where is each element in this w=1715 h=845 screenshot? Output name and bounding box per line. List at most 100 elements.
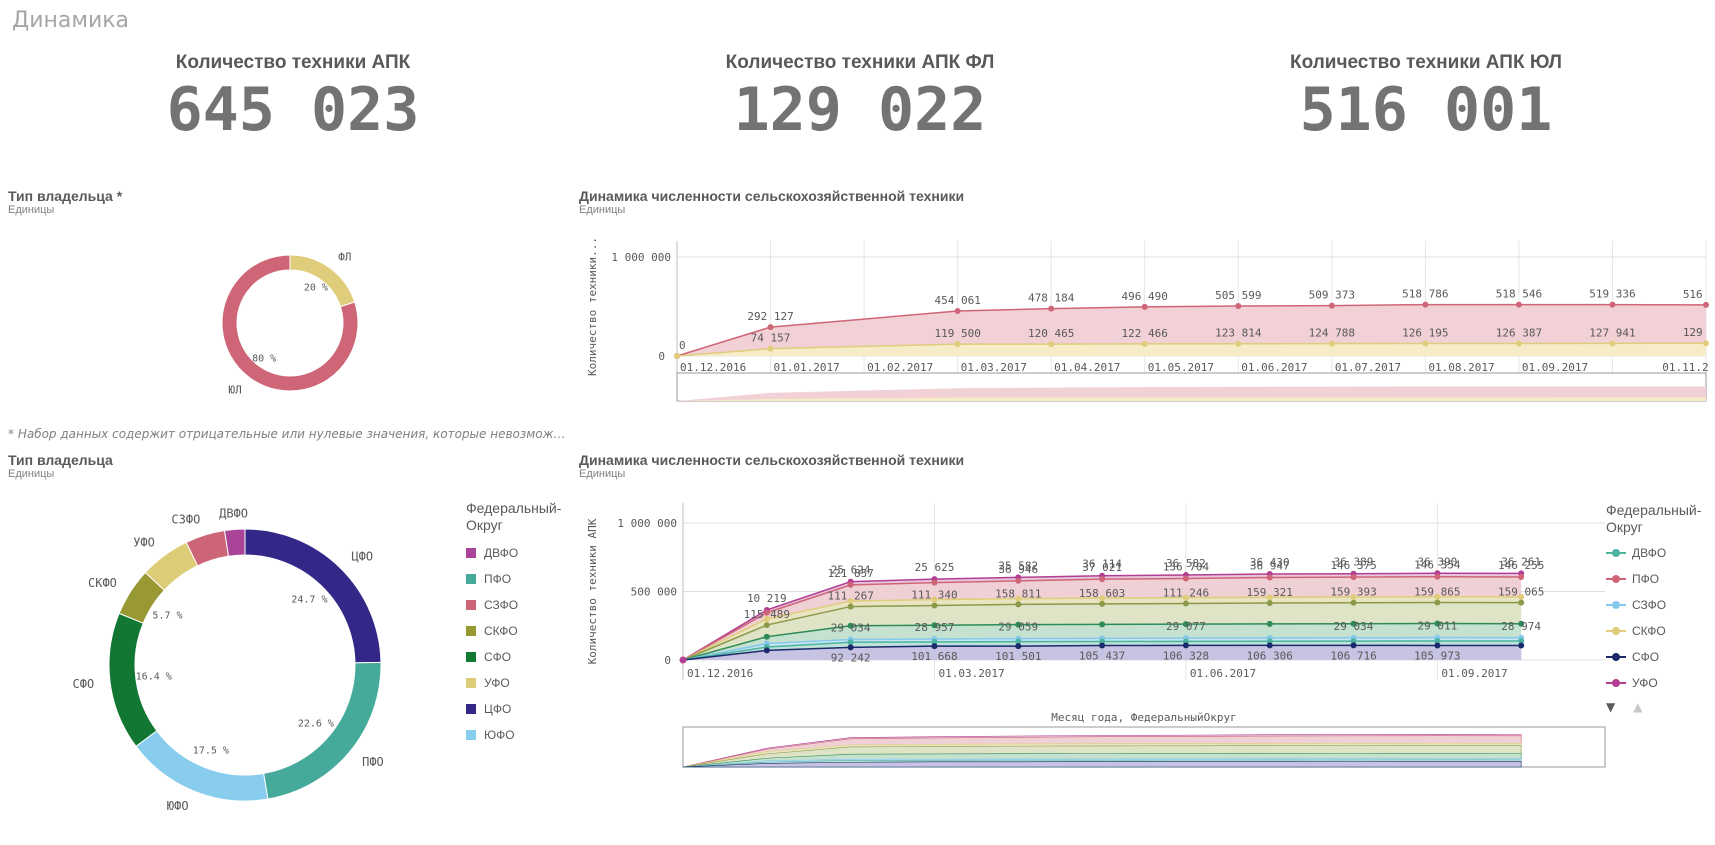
- legend-item[interactable]: СКФО: [1606, 618, 1701, 644]
- okrug-donut-chart[interactable]: ЦФО 24.7 % ПФО 22.6 % ЮФО 17.5 % СФО 16.4 % СКФО…: [50, 495, 450, 835]
- data-label: 0: [679, 339, 686, 352]
- data-label: 123 814: [1215, 327, 1262, 340]
- series-area: [683, 576, 1522, 660]
- data-label: 111 340: [911, 588, 957, 601]
- kpi-yul[interactable]: Количество техники АПК ЮЛ 516 001: [1226, 52, 1626, 142]
- okrug-panel-header: Тип владельца Единицы: [8, 452, 113, 480]
- legend-item[interactable]: ПФО: [466, 566, 561, 592]
- legend-swatch: [466, 600, 476, 610]
- x-tick-label: 01.06.2017: [1190, 667, 1256, 680]
- legend-item[interactable]: СФО: [1606, 644, 1701, 670]
- legend-item[interactable]: СЗФО: [1606, 592, 1701, 618]
- x-tick-label: 01.11.2017: [1662, 361, 1709, 374]
- legend-item[interactable]: ДВФО: [1606, 540, 1701, 566]
- legend-item[interactable]: ПФО: [1606, 566, 1701, 592]
- data-label: 28 957: [915, 621, 955, 634]
- legend-item[interactable]: СФО: [466, 644, 561, 670]
- legend-swatch: [1606, 678, 1626, 688]
- data-point: [847, 581, 854, 588]
- data-point: [1422, 301, 1429, 308]
- dataset-note: * Набор данных содержит отрицательные ил…: [8, 427, 568, 441]
- dyn2-chart[interactable]: 1 000 000 500 000 0 Количество техники АПК 0…: [579, 495, 1609, 843]
- kpi-total[interactable]: Количество техники АПК 645 023: [93, 52, 493, 142]
- data-point: [767, 324, 774, 331]
- slice-percent: 20 %: [304, 282, 328, 293]
- legend-item[interactable]: ЮФО: [466, 722, 561, 748]
- data-point: [1328, 302, 1335, 309]
- data-point: [1434, 642, 1441, 649]
- series-area-fl: [677, 343, 1706, 356]
- data-label: 124 788: [1309, 327, 1355, 340]
- owner-donut-chart[interactable]: ФЛ 20 % ЮЛ 80 %: [180, 240, 400, 415]
- data-label: 28 974: [1501, 620, 1541, 633]
- data-point: [763, 633, 770, 640]
- data-point: [1015, 638, 1022, 645]
- data-point: [1048, 341, 1055, 348]
- data-label: 146 375: [1330, 559, 1376, 572]
- legend-item[interactable]: УФО: [466, 670, 561, 696]
- data-point: [1518, 599, 1525, 606]
- legend-label: СЗФО: [484, 598, 519, 612]
- dyn2-legend-title-line1: Федеральный-: [1606, 502, 1702, 518]
- legend-item[interactable]: УФО: [1606, 670, 1701, 696]
- data-label: 115 489: [744, 608, 790, 621]
- legend-swatch: [466, 730, 476, 740]
- data-label: 29 059: [998, 621, 1038, 634]
- dyn1-chart[interactable]: 1 000 000 0 Количество техники... 01.12.201…: [579, 225, 1709, 445]
- legend-label: ДВФО: [1632, 546, 1667, 560]
- legend-label: СФО: [484, 650, 512, 664]
- x-axis-label: Месяц года, ФедеральныйОкруг: [1051, 711, 1236, 724]
- series-area: [683, 640, 1522, 660]
- slice-label: УФО: [133, 536, 155, 550]
- data-label: 292 127: [747, 310, 793, 323]
- data-point: [1518, 642, 1525, 649]
- data-point: [931, 579, 938, 586]
- data-point: [763, 615, 770, 622]
- data-label: 122 466: [1122, 327, 1168, 340]
- data-label: 518 786: [1402, 288, 1448, 301]
- x-tick-label: 01.03.2017: [938, 667, 1004, 680]
- legend-label: УФО: [484, 676, 510, 690]
- y-tick-label: 500 000: [631, 586, 677, 599]
- data-label: 111 267: [827, 590, 873, 603]
- kpi-fl[interactable]: Количество техники АПК ФЛ 129 022: [660, 52, 1060, 142]
- data-point: [1328, 340, 1335, 347]
- slice-percent: 17.5 %: [193, 745, 229, 756]
- x-tick-label: 01.02.2017: [867, 361, 933, 374]
- data-label: 119 500: [934, 327, 980, 340]
- legend-item[interactable]: ДВФО: [466, 540, 561, 566]
- slice-percent: 16.4 %: [136, 672, 172, 683]
- navigator-area: [677, 397, 1706, 401]
- x-tick-label: 01.08.2017: [1428, 361, 1494, 374]
- nav-down-icon[interactable]: ▼: [1606, 700, 1616, 714]
- kpi-fl-label: Количество техники АПК ФЛ: [725, 52, 995, 73]
- slice-percent: 80 %: [252, 354, 276, 365]
- kpi-total-label: Количество техники АПК: [175, 52, 411, 73]
- data-point: [1099, 642, 1106, 649]
- legend-label: ПФО: [484, 572, 512, 586]
- okrug-panel-title: Тип владельца: [8, 452, 113, 468]
- legend-swatch: [1606, 574, 1626, 584]
- data-point: [1099, 600, 1106, 607]
- legend-item[interactable]: СЗФО: [466, 592, 561, 618]
- data-point: [1015, 577, 1022, 584]
- okrug-legend[interactable]: Федеральный- Округ ДВФО ПФО СЗФО СКФО СФО УФО…: [466, 500, 561, 748]
- data-point: [1518, 620, 1525, 627]
- nav-up-icon[interactable]: ▲: [1633, 700, 1643, 714]
- legend-label: ДВФО: [484, 546, 519, 560]
- dyn2-legend[interactable]: Федеральный- Округ ДВФО ПФО СЗФО СКФО СФО УФО…: [1606, 502, 1701, 714]
- legend-label: УФО: [1632, 676, 1658, 690]
- x-tick-label: 01.06.2017: [1241, 361, 1307, 374]
- legend-item[interactable]: СКФО: [466, 618, 561, 644]
- owner-panel-header: Тип владельца * Единицы: [8, 188, 122, 216]
- data-label: 36 947: [1250, 560, 1290, 573]
- data-label: 92 242: [831, 651, 871, 664]
- data-point: [1182, 575, 1189, 582]
- x-tick-label: 01.12.2016: [687, 667, 753, 680]
- dyn1-panel-header: Динамика численности сельскохозяйственно…: [579, 188, 964, 216]
- data-point: [931, 622, 938, 629]
- data-point: [1015, 643, 1022, 650]
- legend-item[interactable]: ЦФО: [466, 696, 561, 722]
- data-point: [1703, 301, 1709, 308]
- slice-label: ПФО: [362, 755, 384, 769]
